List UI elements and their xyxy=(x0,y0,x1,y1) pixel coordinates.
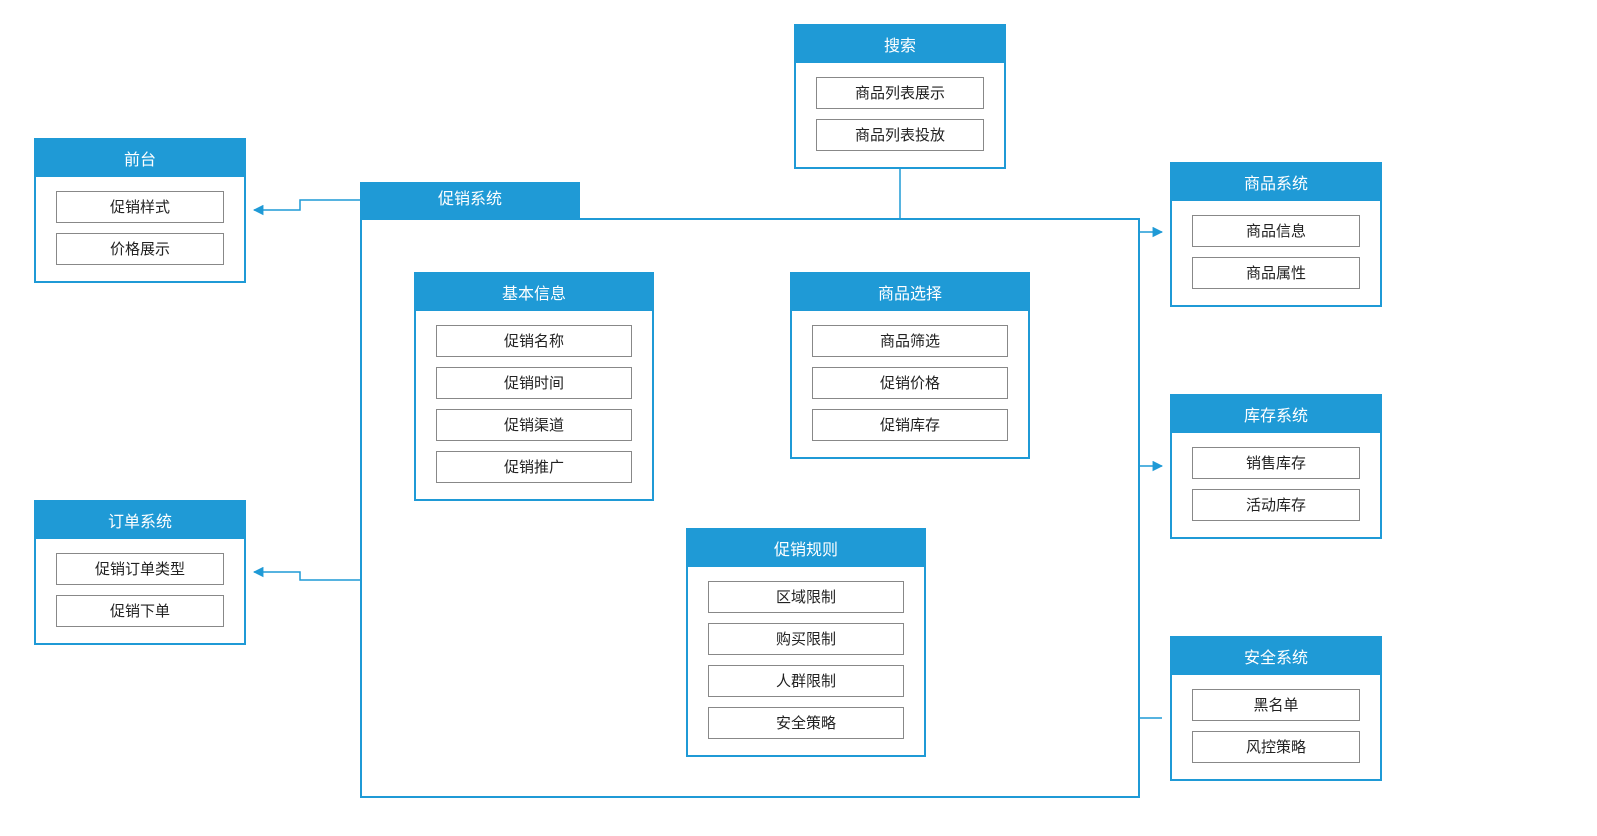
module-stock-item-0: 销售库存 xyxy=(1192,447,1360,479)
module-rule-body: 区域限制购买限制人群限制安全策略 xyxy=(688,567,924,755)
module-stock-body: 销售库存活动库存 xyxy=(1172,433,1380,537)
module-basic-item-3: 促销推广 xyxy=(436,451,632,483)
module-product-item-0: 商品信息 xyxy=(1192,215,1360,247)
module-front: 前台促销样式价格展示 xyxy=(34,138,246,283)
module-select-item-0: 商品筛选 xyxy=(812,325,1008,357)
module-security-item-1: 风控策略 xyxy=(1192,731,1360,763)
module-security: 安全系统黑名单风控策略 xyxy=(1170,636,1382,781)
module-search: 搜索商品列表展示商品列表投放 xyxy=(794,24,1006,169)
module-stock-item-1: 活动库存 xyxy=(1192,489,1360,521)
module-basic-item-1: 促销时间 xyxy=(436,367,632,399)
module-select-body: 商品筛选促销价格促销库存 xyxy=(792,311,1028,457)
module-basic: 基本信息促销名称促销时间促销渠道促销推广 xyxy=(414,272,654,501)
module-basic-item-2: 促销渠道 xyxy=(436,409,632,441)
module-rule-item-0: 区域限制 xyxy=(708,581,904,613)
main-system-title-tab: 促销系统 xyxy=(360,182,580,218)
module-search-item-0: 商品列表展示 xyxy=(816,77,984,109)
module-rule-item-2: 人群限制 xyxy=(708,665,904,697)
module-search-item-1: 商品列表投放 xyxy=(816,119,984,151)
module-select-item-1: 促销价格 xyxy=(812,367,1008,399)
module-stock: 库存系统销售库存活动库存 xyxy=(1170,394,1382,539)
module-stock-title: 库存系统 xyxy=(1172,396,1380,433)
module-order-title: 订单系统 xyxy=(36,502,244,539)
module-product-item-1: 商品属性 xyxy=(1192,257,1360,289)
module-basic-item-0: 促销名称 xyxy=(436,325,632,357)
edge-main-left-lower-to-order xyxy=(254,572,360,580)
module-select: 商品选择商品筛选促销价格促销库存 xyxy=(790,272,1030,459)
module-select-item-2: 促销库存 xyxy=(812,409,1008,441)
module-front-item-1: 价格展示 xyxy=(56,233,224,265)
module-security-body: 黑名单风控策略 xyxy=(1172,675,1380,779)
module-rule-item-1: 购买限制 xyxy=(708,623,904,655)
module-order-item-1: 促销下单 xyxy=(56,595,224,627)
module-order: 订单系统促销订单类型促销下单 xyxy=(34,500,246,645)
module-front-body: 促销样式价格展示 xyxy=(36,177,244,281)
module-basic-body: 促销名称促销时间促销渠道促销推广 xyxy=(416,311,652,499)
edge-main-left-upper-to-front xyxy=(254,200,360,210)
module-product: 商品系统商品信息商品属性 xyxy=(1170,162,1382,307)
module-security-title: 安全系统 xyxy=(1172,638,1380,675)
module-search-title: 搜索 xyxy=(796,26,1004,63)
module-product-title: 商品系统 xyxy=(1172,164,1380,201)
module-basic-title: 基本信息 xyxy=(416,274,652,311)
module-order-item-0: 促销订单类型 xyxy=(56,553,224,585)
module-order-body: 促销订单类型促销下单 xyxy=(36,539,244,643)
module-product-body: 商品信息商品属性 xyxy=(1172,201,1380,305)
module-search-body: 商品列表展示商品列表投放 xyxy=(796,63,1004,167)
module-rule-item-3: 安全策略 xyxy=(708,707,904,739)
system-architecture-diagram: 促销系统 搜索商品列表展示商品列表投放前台促销样式价格展示订单系统促销订单类型促… xyxy=(0,0,1597,836)
module-front-title: 前台 xyxy=(36,140,244,177)
module-rule: 促销规则区域限制购买限制人群限制安全策略 xyxy=(686,528,926,757)
module-select-title: 商品选择 xyxy=(792,274,1028,311)
main-system-title: 促销系统 xyxy=(438,191,502,208)
module-security-item-0: 黑名单 xyxy=(1192,689,1360,721)
module-rule-title: 促销规则 xyxy=(688,530,924,567)
module-front-item-0: 促销样式 xyxy=(56,191,224,223)
